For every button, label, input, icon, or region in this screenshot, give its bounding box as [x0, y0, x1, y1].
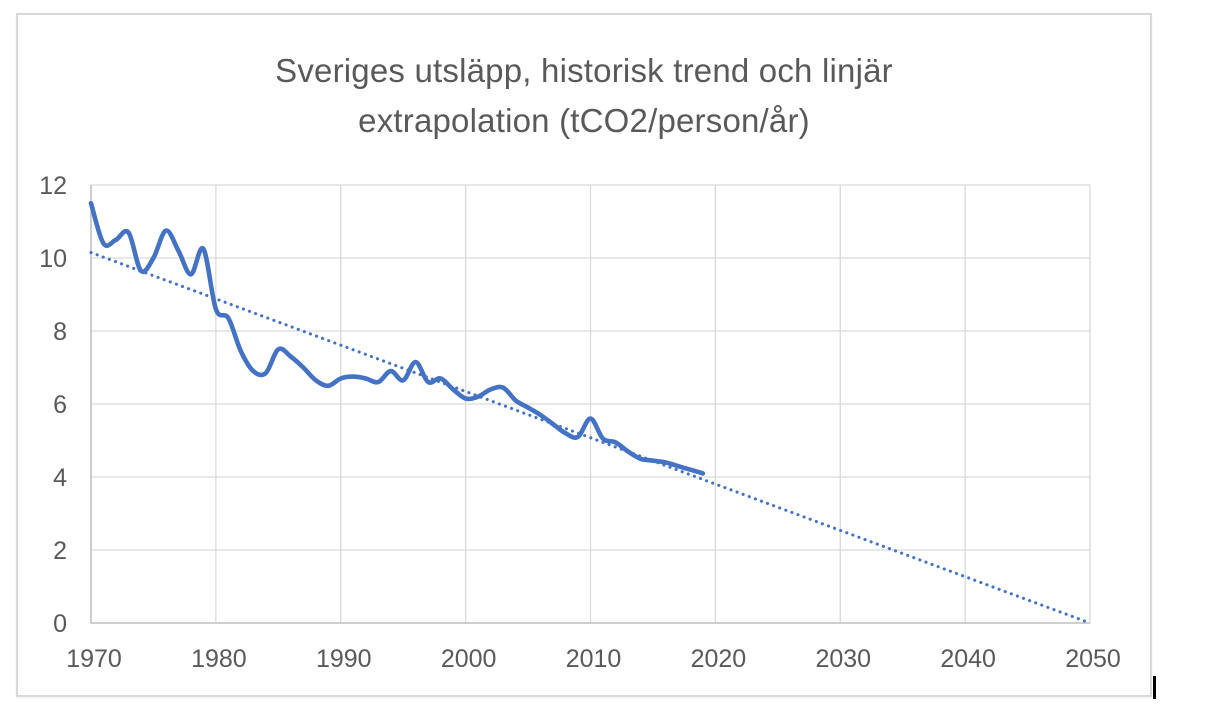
x-axis-tick-label: 2030 — [815, 645, 871, 673]
y-axis-tick-label: 12 — [39, 172, 67, 200]
trend-extrapolation-dotted-line — [89, 250, 1092, 625]
text-cursor-caret — [1153, 676, 1156, 699]
y-axis-tick-label: 6 — [53, 391, 67, 419]
y-axis-tick-label: 0 — [53, 610, 67, 638]
historical-emissions-line — [88, 200, 706, 476]
y-axis-tick-label: 4 — [53, 464, 67, 492]
x-axis-tick-label: 1990 — [316, 645, 372, 673]
y-axis-tick-label: 2 — [53, 537, 67, 565]
chart-card[interactable] — [16, 13, 1152, 697]
x-axis-tick-label: 2010 — [566, 645, 622, 673]
x-axis-tick-label: 1970 — [66, 645, 122, 673]
x-axis-tick-label: 2000 — [441, 645, 497, 673]
y-axis-tick-label: 8 — [53, 318, 67, 346]
x-axis-tick-label: 2040 — [940, 645, 996, 673]
y-axis-tick-label: 10 — [39, 245, 67, 273]
x-axis-tick-label: 2020 — [691, 645, 747, 673]
x-axis-tick-label: 2050 — [1065, 645, 1121, 673]
x-axis-tick-label: 1980 — [191, 645, 247, 673]
